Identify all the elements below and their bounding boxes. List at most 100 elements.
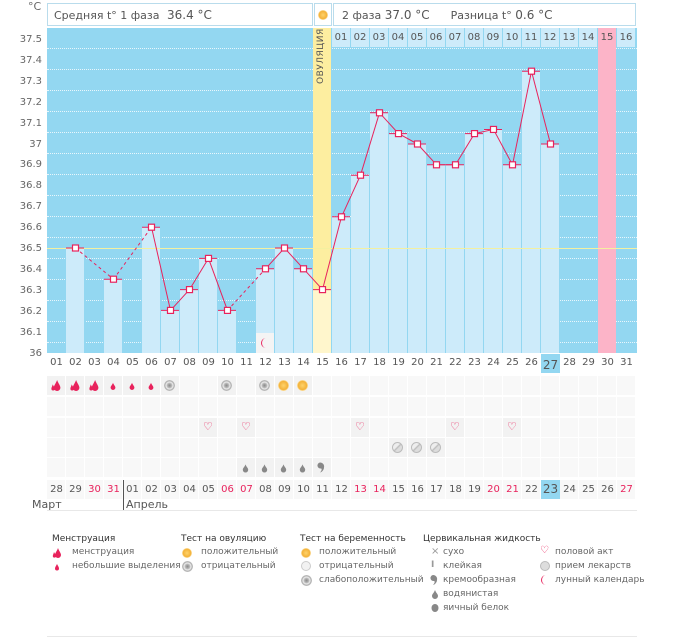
marker-cell[interactable] [579, 418, 597, 437]
marker-cell[interactable] [104, 397, 122, 416]
marker-cell[interactable] [104, 458, 122, 477]
marker-cell[interactable] [370, 458, 388, 477]
marker-cell[interactable] [465, 438, 483, 457]
date-cell[interactable] [142, 480, 160, 499]
marker-cell[interactable] [275, 418, 293, 437]
marker-cell[interactable] [598, 397, 616, 416]
marker-cell[interactable] [408, 418, 426, 437]
marker-cell[interactable] [446, 397, 464, 416]
temperature-point[interactable] [109, 275, 118, 283]
marker-cell[interactable] [256, 418, 274, 437]
marker-cell[interactable] [313, 376, 331, 395]
marker-cell[interactable] [484, 438, 502, 457]
marker-cell[interactable] [560, 376, 578, 395]
marker-cell[interactable] [560, 458, 578, 477]
marker-cell[interactable] [85, 458, 103, 477]
date-cell[interactable] [351, 480, 369, 499]
marker-cell[interactable] [313, 438, 331, 457]
date-cell[interactable] [522, 480, 540, 499]
marker-cell[interactable] [484, 458, 502, 477]
marker-cell[interactable] [275, 397, 293, 416]
marker-cell[interactable] [598, 438, 616, 457]
marker-cell[interactable] [541, 438, 559, 457]
watery-fluid-marker[interactable] [256, 458, 274, 477]
marker-cell[interactable] [294, 438, 312, 457]
marker-cell[interactable] [313, 397, 331, 416]
marker-cell[interactable] [142, 418, 160, 437]
temperature-point[interactable] [299, 265, 308, 273]
marker-cell[interactable] [199, 397, 217, 416]
marker-cell[interactable] [522, 438, 540, 457]
marker-cell[interactable] [560, 438, 578, 457]
marker-cell[interactable] [218, 458, 236, 477]
marker-cell[interactable] [199, 376, 217, 395]
temperature-point[interactable] [280, 244, 289, 252]
marker-cell[interactable] [161, 458, 179, 477]
marker-cell[interactable] [446, 376, 464, 395]
date-cell[interactable] [617, 480, 635, 499]
marker-cell[interactable] [294, 418, 312, 437]
date-cell[interactable] [161, 480, 179, 499]
date-cell[interactable] [598, 480, 616, 499]
marker-cell[interactable] [332, 458, 350, 477]
marker-cell[interactable] [218, 397, 236, 416]
date-cell[interactable] [560, 480, 578, 499]
medication-marker[interactable] [389, 438, 407, 457]
marker-cell[interactable] [465, 397, 483, 416]
creamy-fluid-marker[interactable] [313, 458, 331, 477]
marker-cell[interactable] [256, 397, 274, 416]
marker-cell[interactable] [503, 397, 521, 416]
marker-cell[interactable] [389, 418, 407, 437]
marker-cell[interactable] [408, 458, 426, 477]
date-cell[interactable] [332, 480, 350, 499]
marker-cell[interactable] [427, 418, 445, 437]
marker-cell[interactable] [218, 438, 236, 457]
temperature-point[interactable] [147, 223, 156, 231]
temperature-point[interactable] [394, 129, 403, 138]
marker-cell[interactable] [351, 397, 369, 416]
marker-cell[interactable] [332, 397, 350, 416]
temperature-point[interactable] [204, 254, 213, 262]
marker-cell[interactable] [332, 376, 350, 395]
spotting-marker[interactable] [123, 376, 141, 395]
spotting-marker[interactable] [142, 376, 160, 395]
date-cell[interactable] [275, 480, 293, 499]
date-cell[interactable] [484, 480, 502, 499]
marker-cell[interactable] [142, 438, 160, 457]
ovulation-test-negative-marker[interactable] [256, 376, 274, 395]
date-cell[interactable] [370, 480, 388, 499]
date-cell[interactable] [47, 480, 65, 499]
marker-cell[interactable] [484, 418, 502, 437]
marker-cell[interactable] [123, 397, 141, 416]
date-cell[interactable] [123, 480, 141, 499]
marker-cell[interactable] [180, 397, 198, 416]
temperature-point[interactable] [261, 265, 270, 273]
marker-cell[interactable] [560, 397, 578, 416]
marker-cell[interactable] [351, 438, 369, 457]
marker-cell[interactable] [85, 438, 103, 457]
watery-fluid-marker[interactable] [294, 458, 312, 477]
marker-cell[interactable] [142, 458, 160, 477]
temperature-point[interactable] [337, 213, 346, 221]
marker-cell[interactable] [47, 397, 65, 416]
temperature-point[interactable] [508, 161, 517, 169]
intercourse-marker[interactable]: ♡ [446, 418, 464, 437]
date-cell[interactable] [389, 480, 407, 499]
marker-cell[interactable] [541, 397, 559, 416]
marker-cell[interactable] [370, 438, 388, 457]
date-cell[interactable] [446, 480, 464, 499]
temperature-point[interactable] [375, 109, 384, 117]
date-cell[interactable] [218, 480, 236, 499]
marker-cell[interactable] [199, 458, 217, 477]
marker-cell[interactable] [47, 418, 65, 437]
marker-cell[interactable] [484, 397, 502, 416]
marker-cell[interactable] [47, 438, 65, 457]
temperature-point[interactable] [185, 286, 194, 294]
menstruation-marker[interactable] [85, 376, 103, 395]
marker-cell[interactable] [275, 438, 293, 457]
marker-cell[interactable] [370, 418, 388, 437]
marker-cell[interactable] [237, 397, 255, 416]
marker-cell[interactable] [522, 397, 540, 416]
marker-cell[interactable] [579, 438, 597, 457]
marker-cell[interactable] [408, 376, 426, 395]
